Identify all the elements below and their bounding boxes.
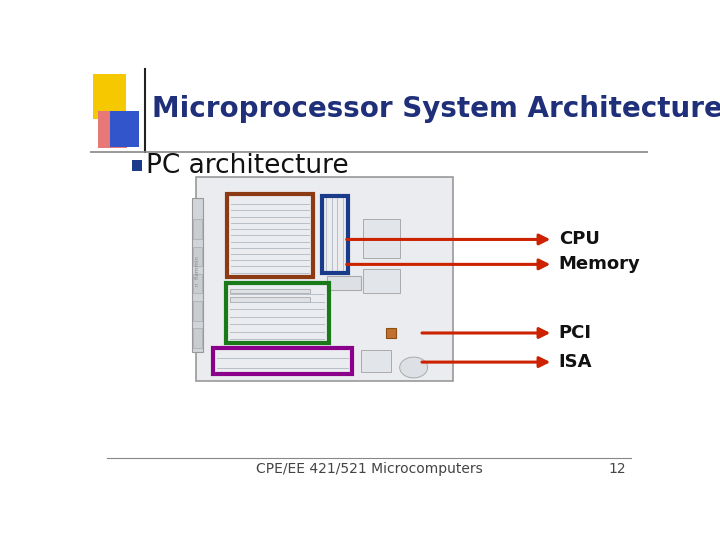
Bar <box>227 194 313 277</box>
Text: PC architecture: PC architecture <box>145 153 348 179</box>
Text: PCI: PCI <box>559 324 592 342</box>
Bar <box>361 349 392 373</box>
Bar <box>193 219 202 239</box>
Bar <box>196 177 453 381</box>
Bar <box>192 198 203 352</box>
Bar <box>132 160 142 171</box>
Text: n  flemmin: n flemmin <box>195 255 200 286</box>
Bar <box>213 348 352 374</box>
Bar <box>230 297 310 302</box>
Bar <box>94 74 126 119</box>
Bar <box>230 288 310 294</box>
Bar <box>225 283 329 343</box>
Text: CPU: CPU <box>559 231 600 248</box>
Bar <box>193 301 202 321</box>
Circle shape <box>400 357 428 378</box>
Bar <box>364 219 400 258</box>
Text: 12: 12 <box>608 462 626 476</box>
Text: Microprocessor System Architecture: Microprocessor System Architecture <box>153 95 720 123</box>
Text: ISA: ISA <box>559 353 593 371</box>
Bar <box>193 246 202 266</box>
Bar <box>364 268 400 294</box>
Bar <box>322 196 348 273</box>
Text: Memory: Memory <box>559 255 641 273</box>
Text: CPE/EE 421/521 Microcomputers: CPE/EE 421/521 Microcomputers <box>256 462 482 476</box>
Bar <box>193 328 202 348</box>
Bar <box>386 328 396 339</box>
Bar <box>98 111 127 148</box>
Bar <box>193 274 202 294</box>
Bar <box>327 275 361 290</box>
Bar <box>110 111 139 147</box>
